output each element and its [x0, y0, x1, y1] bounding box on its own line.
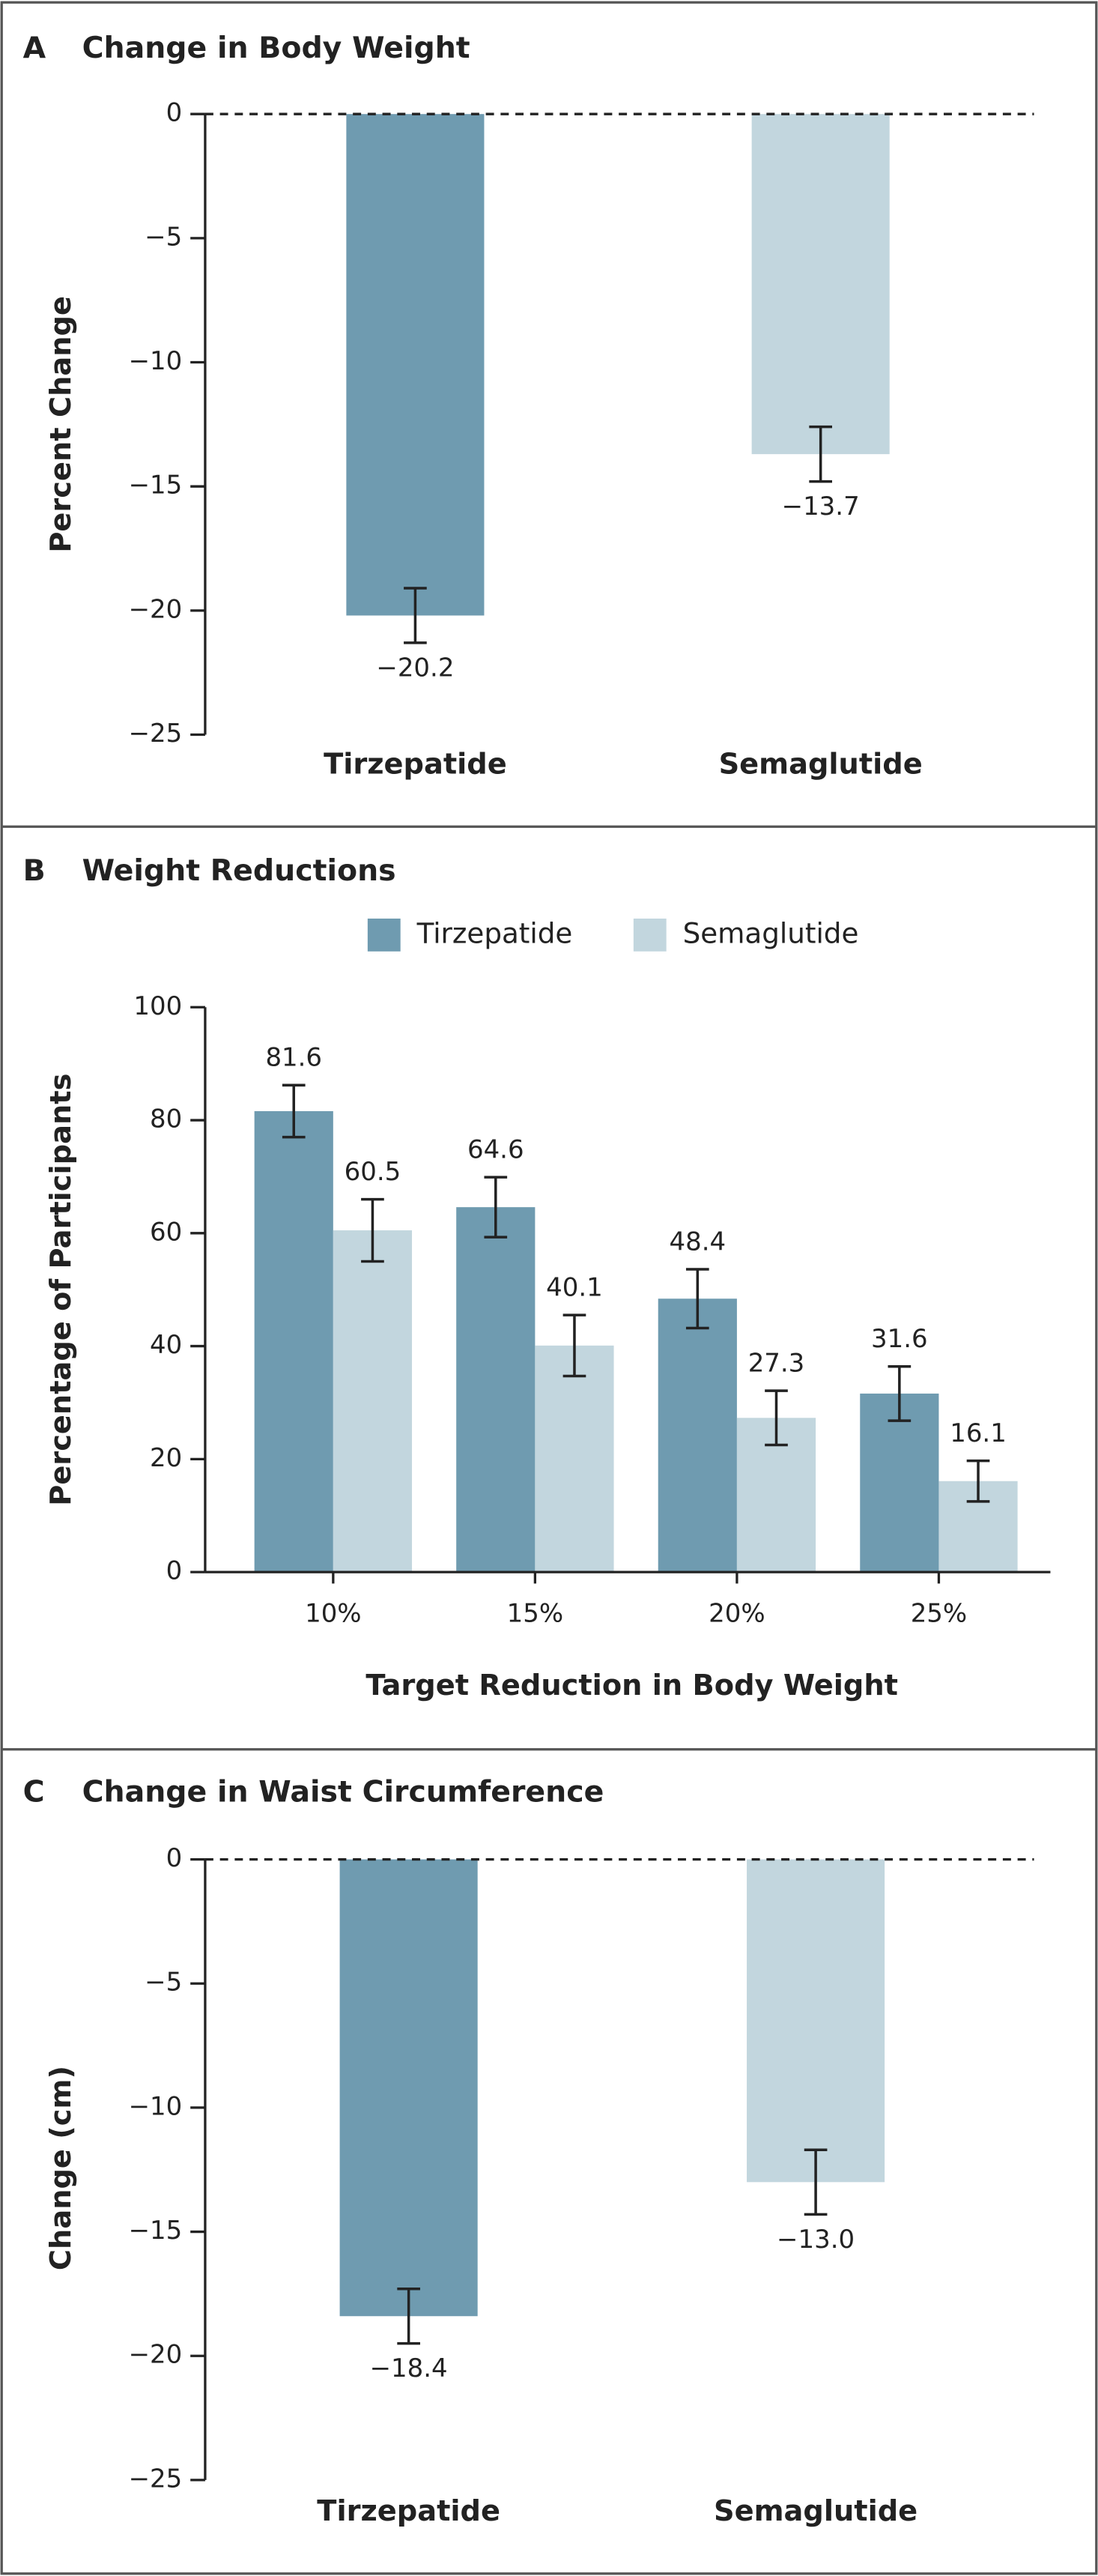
error-bar — [685, 1268, 709, 1330]
y-tick-label: −10 — [129, 346, 183, 376]
y-axis-label: Change (cm) — [44, 2066, 78, 2270]
error-bar — [804, 2148, 828, 2216]
bar — [333, 1230, 413, 1573]
panel-letter: A — [23, 31, 46, 65]
value-label: 81.6 — [265, 1043, 322, 1073]
value-label: 48.4 — [670, 1227, 727, 1257]
y-tick-label: −5 — [145, 1968, 182, 1998]
y-tick-label: 0 — [166, 1556, 183, 1586]
error-bar — [966, 1459, 990, 1503]
error-bar — [282, 1083, 306, 1139]
y-tick-label: −15 — [129, 471, 183, 501]
y-tick-label: 100 — [133, 991, 182, 1021]
error-bar — [361, 1197, 384, 1263]
legend-label: Tirzepatide — [416, 916, 573, 949]
legend-swatch — [367, 918, 401, 952]
y-tick-label: −25 — [129, 2464, 183, 2494]
value-label: 60.5 — [345, 1157, 401, 1187]
bar — [535, 1345, 614, 1573]
x-tick-label: 25% — [911, 1599, 967, 1629]
y-tick-label: 60 — [150, 1217, 182, 1247]
y-tick-label: −5 — [145, 222, 182, 252]
panel-title: Change in Body Weight — [82, 31, 470, 65]
panel-letter: C — [23, 1774, 45, 1809]
error-bar — [562, 1313, 586, 1378]
bar — [658, 1298, 737, 1573]
error-bar — [397, 2288, 420, 2345]
y-tick-label: 0 — [166, 1843, 183, 1873]
panel-letter: B — [23, 853, 46, 888]
x-tick-label: 20% — [709, 1599, 765, 1629]
bar — [346, 114, 485, 616]
bar — [747, 1859, 885, 2183]
x-tick-label: 15% — [507, 1599, 563, 1629]
bar — [254, 1110, 333, 1573]
error-bar — [404, 587, 427, 644]
y-tick-label: −20 — [129, 594, 183, 624]
error-bar — [888, 1364, 912, 1422]
value-label: 40.1 — [546, 1273, 603, 1303]
category-label: Tirzepatide — [317, 2494, 500, 2528]
category-label: Tirzepatide — [324, 748, 507, 781]
bar — [339, 1859, 478, 2317]
value-label: −18.4 — [370, 2353, 448, 2383]
y-tick-label: 80 — [150, 1104, 182, 1134]
value-label: 31.6 — [871, 1324, 928, 1354]
x-tick-label: 10% — [305, 1599, 361, 1629]
value-label: 27.3 — [748, 1349, 805, 1379]
bar — [456, 1207, 536, 1573]
y-axis-label: Percent Change — [44, 296, 78, 553]
y-tick-label: 40 — [150, 1330, 182, 1360]
legend-label: Semaglutide — [683, 916, 859, 949]
value-label: 64.6 — [467, 1135, 524, 1165]
y-tick-label: −10 — [129, 2091, 183, 2121]
panel-title: Weight Reductions — [82, 853, 396, 888]
legend-swatch — [633, 918, 667, 952]
error-bar — [809, 425, 833, 483]
error-bar — [765, 1389, 788, 1447]
panel-title: Change in Waist Circumference — [82, 1774, 604, 1809]
error-bar — [484, 1176, 508, 1239]
y-tick-label: 0 — [166, 98, 183, 128]
value-label: −20.2 — [376, 653, 454, 683]
bar — [751, 114, 890, 455]
x-axis-label: Target Reduction in Body Weight — [366, 1669, 898, 1702]
y-axis-label: Percentage of Participants — [44, 1074, 78, 1506]
value-label: 16.1 — [950, 1418, 1007, 1448]
value-label: −13.7 — [782, 492, 860, 521]
y-tick-label: −15 — [129, 2216, 183, 2246]
y-tick-label: 20 — [150, 1443, 182, 1473]
value-label: −13.0 — [777, 2225, 855, 2255]
bar — [860, 1393, 939, 1573]
category-label: Semaglutide — [719, 748, 923, 781]
category-label: Semaglutide — [714, 2494, 917, 2528]
y-tick-label: −25 — [129, 719, 183, 749]
y-tick-label: −20 — [129, 2340, 183, 2370]
